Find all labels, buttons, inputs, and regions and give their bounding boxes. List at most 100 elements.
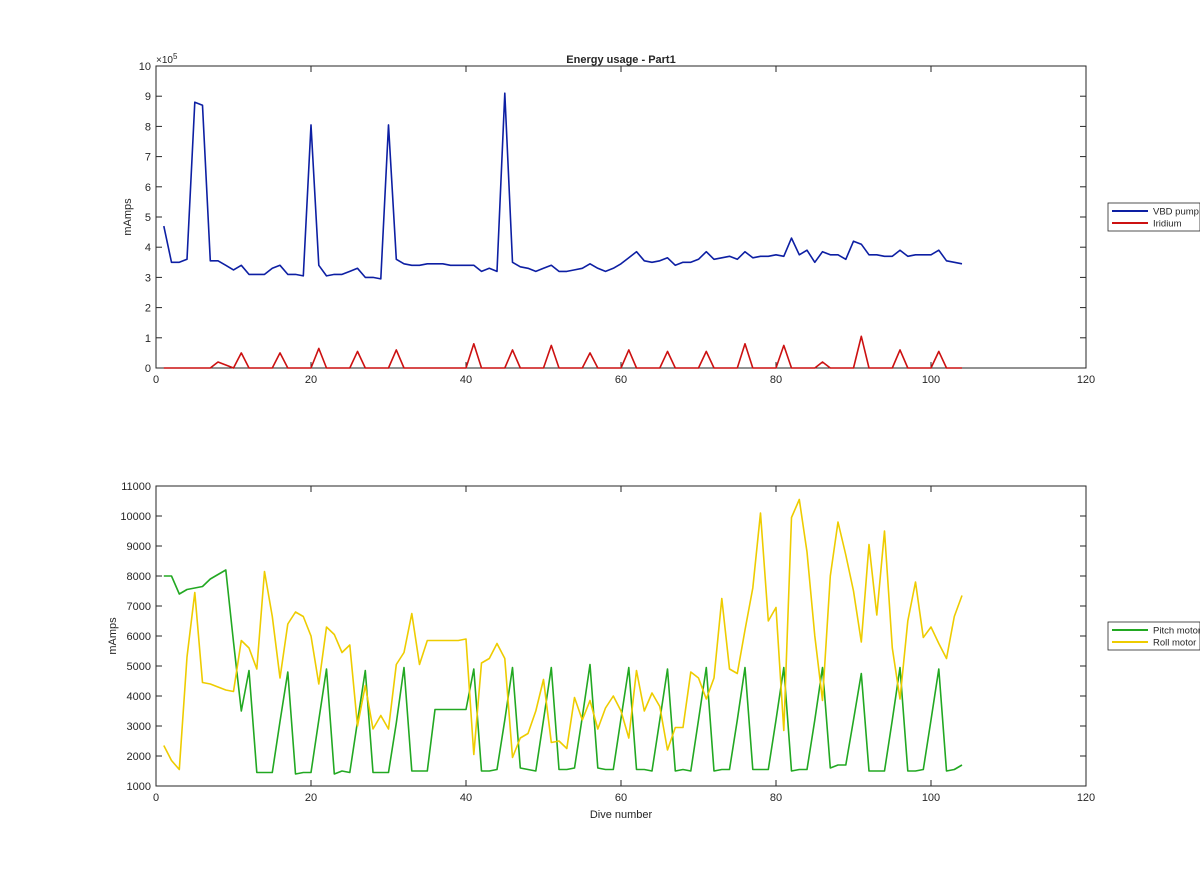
data-point (736, 673, 738, 675)
data-point (674, 264, 676, 266)
data-point (667, 668, 669, 670)
y-tick-label: 3000 (127, 721, 151, 733)
data-point (434, 263, 436, 265)
x-tick-label: 40 (460, 374, 472, 386)
data-point (581, 267, 583, 269)
data-point (915, 581, 917, 583)
data-point (411, 770, 413, 772)
data-point (171, 760, 173, 762)
data-point (349, 772, 351, 774)
data-point (527, 367, 529, 369)
data-point (953, 367, 955, 369)
data-point (713, 367, 715, 369)
data-point (512, 349, 514, 351)
data-point (194, 592, 196, 594)
data-point (729, 367, 731, 369)
data-point (558, 270, 560, 272)
data-point (798, 499, 800, 501)
data-point (837, 764, 839, 766)
data-point (853, 719, 855, 721)
y-axis-label: mAmps (107, 617, 119, 655)
legend-label: Roll motor (1153, 638, 1196, 649)
data-point (318, 264, 320, 266)
data-point (620, 710, 622, 712)
data-point (837, 367, 839, 369)
data-point (279, 721, 281, 723)
data-point (310, 124, 312, 126)
data-point (310, 772, 312, 774)
data-point (721, 367, 723, 369)
data-point (333, 773, 335, 775)
data-point (550, 264, 552, 266)
y-tick-label: 4 (145, 242, 151, 254)
data-point (682, 769, 684, 771)
data-point (372, 276, 374, 278)
data-point (512, 261, 514, 263)
data-point (225, 569, 227, 571)
data-point (519, 266, 521, 268)
data-point (380, 278, 382, 280)
data-point (876, 770, 878, 772)
data-point (961, 764, 963, 766)
data-point (674, 727, 676, 729)
data-point (380, 772, 382, 774)
data-point (853, 590, 855, 592)
data-point (651, 770, 653, 772)
data-point (302, 275, 304, 277)
data-point (868, 770, 870, 772)
data-point (907, 620, 909, 622)
data-point (581, 719, 583, 721)
data-point (217, 686, 219, 688)
data-point (705, 698, 707, 700)
data-point (295, 611, 297, 613)
y-tick-label: 9 (145, 91, 151, 103)
data-point (318, 347, 320, 349)
data-point (535, 770, 537, 772)
data-point (349, 367, 351, 369)
legend-label: VBD pump (1153, 207, 1199, 218)
data-point (713, 770, 715, 772)
data-point (349, 644, 351, 646)
data-point (814, 635, 816, 637)
data-point (465, 638, 467, 640)
data-point (434, 367, 436, 369)
data-point (403, 367, 405, 369)
data-point (186, 258, 188, 260)
data-point (791, 367, 793, 369)
data-point (636, 670, 638, 672)
data-point (326, 275, 328, 277)
data-point (922, 637, 924, 639)
data-point (256, 772, 258, 774)
data-point (760, 255, 762, 257)
data-point (543, 267, 545, 269)
data-point (798, 769, 800, 771)
data-point (194, 587, 196, 589)
data-point (248, 367, 250, 369)
data-point (636, 251, 638, 253)
data-point (860, 243, 862, 245)
data-point (605, 769, 607, 771)
y-tick-label: 5000 (127, 661, 151, 673)
bottom-axes: 0 20 40 60 80 100 120 1000 2000 3000 4000 5000 6000 7… (107, 481, 1200, 821)
x-tick-label: 120 (1077, 374, 1095, 386)
data-point (380, 367, 382, 369)
data-point (899, 349, 901, 351)
data-point (163, 745, 165, 747)
data-point (527, 267, 529, 269)
data-point (287, 367, 289, 369)
x-tick-label: 60 (615, 374, 627, 386)
data-point (829, 367, 831, 369)
data-point (891, 719, 893, 721)
y-tick-label: 0 (145, 363, 151, 375)
data-point (682, 727, 684, 729)
data-point (256, 367, 258, 369)
data-point (357, 350, 359, 352)
data-point (512, 667, 514, 669)
data-point (659, 367, 661, 369)
data-point (961, 263, 963, 265)
data-point (930, 719, 932, 721)
data-point (891, 367, 893, 369)
y-tick-label: 7000 (127, 601, 151, 613)
data-point (240, 352, 242, 354)
data-point (690, 770, 692, 772)
